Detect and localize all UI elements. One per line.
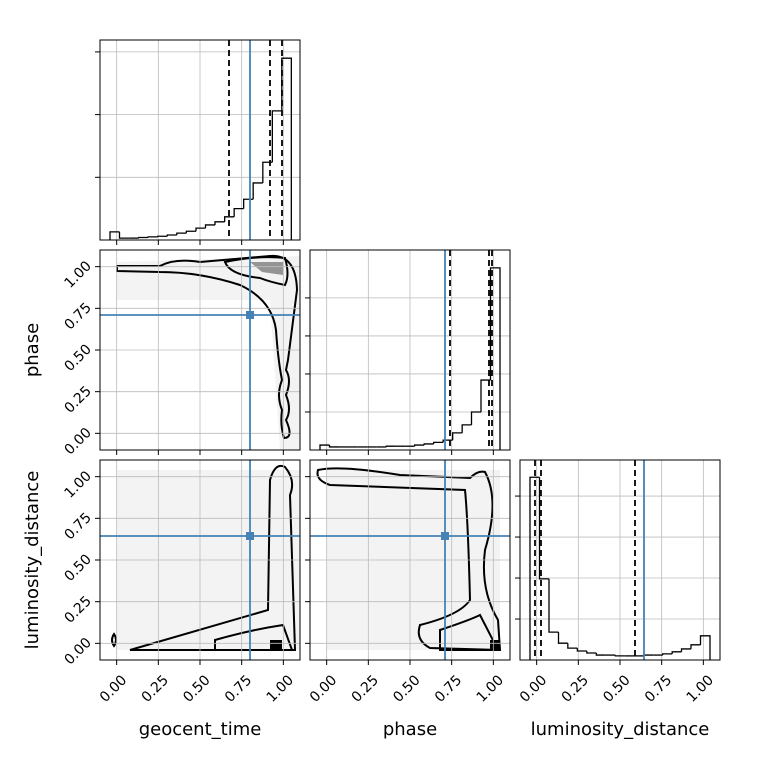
histogram-bin (538, 477, 549, 580)
histogram-bin (385, 445, 396, 447)
x-tick-label: 0.75 (432, 672, 465, 705)
histogram-bin (671, 651, 682, 654)
histogram-bin (576, 648, 587, 652)
truth-marker (441, 532, 449, 540)
x-tick-label: 1.00 (684, 672, 717, 705)
x-tick-label: 0.25 (349, 672, 382, 705)
x-tick-label: 1.00 (474, 672, 507, 705)
histogram-bin (185, 230, 196, 234)
y-tick-label: 0.75 (61, 510, 94, 543)
histogram-bin (243, 198, 254, 209)
histogram-bin (262, 161, 273, 183)
x-tick-label: 0.00 (97, 672, 130, 705)
histogram-bin (557, 632, 568, 644)
histogram-bin (433, 441, 444, 444)
histogram-bin (529, 476, 540, 660)
histogram-bin (204, 224, 215, 229)
histogram-bin (195, 227, 206, 232)
y-tick-label: 0.50 (61, 552, 94, 585)
panel-frame (99, 249, 301, 451)
y-axis-label: luminosity_distance (22, 471, 43, 650)
y-tick-label: 0.25 (61, 593, 94, 626)
histogram-bin (319, 444, 330, 450)
histogram-bin (567, 643, 578, 649)
panel-frame (309, 249, 511, 451)
contour (111, 632, 117, 648)
histogram-bin (157, 235, 168, 237)
histogram-bin (452, 432, 463, 441)
histogram-bin (271, 110, 282, 163)
histogram-bin (414, 444, 425, 447)
histogram-bin (595, 653, 606, 656)
contour (214, 623, 294, 651)
density-core (250, 262, 283, 275)
x-tick-label: 0.50 (390, 672, 423, 705)
x-axis-label: phase (383, 719, 437, 740)
histogram-bin (690, 644, 701, 649)
histogram-bin (147, 236, 158, 238)
histogram-bin (662, 653, 673, 656)
histogram-bin (138, 236, 149, 239)
histogram-bin (548, 578, 559, 633)
histogram-bin (680, 648, 691, 652)
panel-frame (519, 459, 721, 661)
x-tick-label: 0.75 (222, 672, 255, 705)
histogram-bin (489, 267, 501, 450)
y-tick-label: 0.25 (61, 383, 94, 416)
histogram-bin (470, 411, 481, 425)
panel-frame (309, 459, 511, 661)
panel-frame (99, 39, 301, 241)
histogram-bin (214, 221, 225, 225)
x-tick-label: 0.00 (517, 672, 550, 705)
x-tick-label: 0.75 (642, 672, 675, 705)
y-tick-label: 0.50 (61, 342, 94, 375)
histogram-bin (176, 232, 187, 235)
panel-frame (99, 459, 301, 661)
histogram-bin (224, 216, 235, 222)
scatter-cloud (117, 256, 300, 450)
x-tick-label: 0.25 (139, 672, 172, 705)
histogram-bin (118, 231, 130, 239)
histogram-bin (166, 234, 177, 237)
histogram-bin (233, 208, 244, 217)
x-tick-label: 0.00 (307, 672, 340, 705)
contour (223, 256, 289, 287)
x-axis-label: geocent_time (139, 719, 262, 740)
histogram-bin (614, 655, 625, 657)
histogram-bin (423, 443, 434, 446)
y-tick-label: 0.75 (61, 300, 94, 333)
contour (129, 464, 297, 651)
truth-marker (246, 532, 254, 540)
contour (316, 467, 502, 652)
y-axis-label: phase (22, 323, 43, 377)
histogram-bin (643, 654, 654, 656)
histogram-bin (480, 379, 491, 412)
x-axis-label: luminosity_distance (531, 719, 710, 740)
histogram-bin (328, 445, 339, 448)
y-tick-label: 1.00 (61, 468, 94, 501)
x-tick-label: 0.50 (600, 672, 633, 705)
y-tick-label: 1.00 (61, 258, 94, 291)
x-tick-label: 1.00 (264, 672, 297, 705)
x-tick-label: 0.25 (559, 672, 592, 705)
density-core (270, 640, 282, 650)
truth-marker (246, 311, 254, 319)
x-tick-label: 0.50 (180, 672, 213, 705)
y-tick-label: 0.00 (61, 425, 94, 458)
y-tick-label: 0.00 (61, 635, 94, 668)
contour (439, 613, 500, 651)
histogram-bin (461, 424, 472, 433)
histogram-bin (109, 231, 120, 240)
histogram-bin (699, 635, 711, 660)
histogram-bin (586, 650, 597, 654)
histogram-bin (252, 182, 263, 200)
